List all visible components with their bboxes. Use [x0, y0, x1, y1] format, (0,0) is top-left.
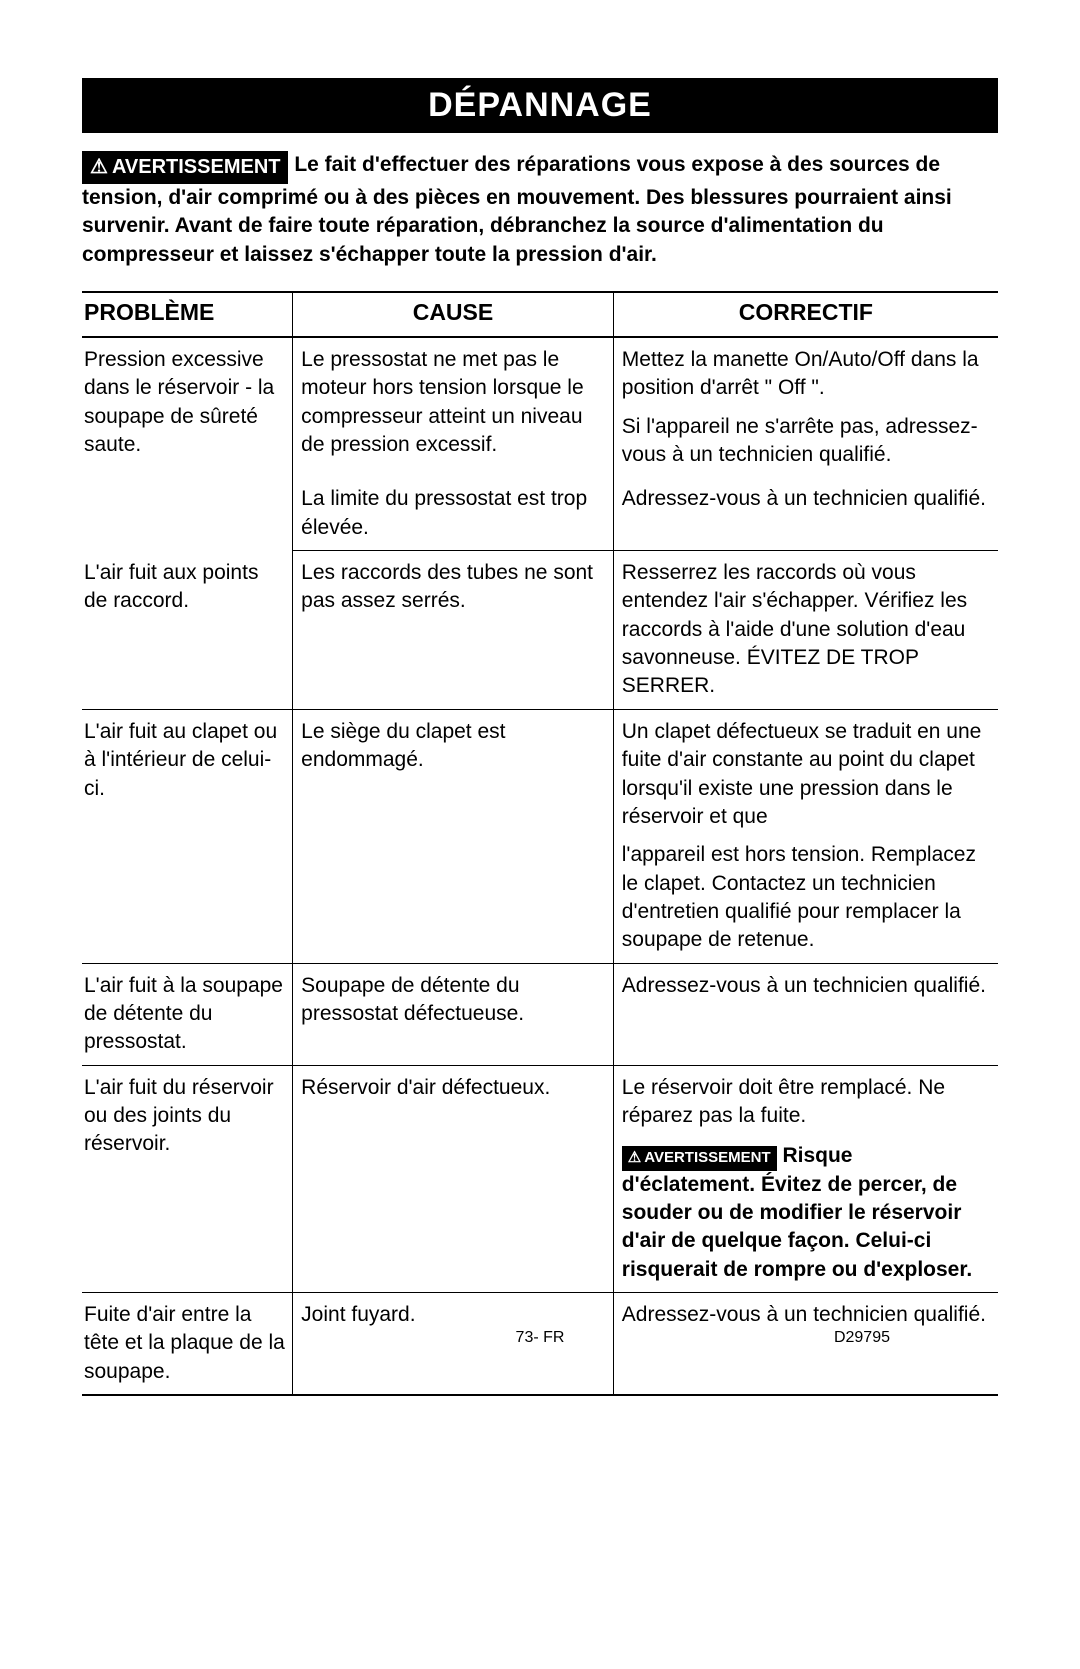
cell-cause: Les raccords des tubes ne sont pas assez… [293, 551, 614, 710]
cell-correctif: Un clapet défectueux se traduit en une f… [613, 709, 998, 963]
correctif-para: l'appareil est hors tension. Remplacez l… [622, 841, 988, 954]
table-row: L'air fuit aux points de raccord. Les ra… [82, 551, 998, 710]
main-warning-block: AVERTISSEMENT Le fait d'effectuer des ré… [82, 151, 998, 269]
cell-problem: Fuite d'air entre la tête et la plaque d… [82, 1293, 293, 1396]
correctif-para: Le réservoir doit être remplacé. Ne répa… [622, 1074, 988, 1131]
cell-correctif: Adressez-vous à un technicien qualifié. [613, 963, 998, 1065]
cell-correctif: Mettez la manette On/Auto/Off dans la po… [613, 337, 998, 477]
correctif-para: Un clapet défectueux se traduit en une f… [622, 718, 988, 831]
cell-cause: Joint fuyard. [293, 1293, 614, 1396]
header-correctif: CORRECTIF [613, 292, 998, 337]
cell-correctif: Adressez-vous à un technicien qualifié. [613, 477, 998, 550]
correctif-warning: AVERTISSEMENT Risque d'éclatement. Évite… [622, 1142, 988, 1284]
cell-cause: Soupape de détente du pressostat défectu… [293, 963, 614, 1065]
cell-problem: L'air fuit au clapet ou à l'intérieur de… [82, 709, 293, 963]
cell-cause: La limite du pressostat est trop élevée. [293, 477, 614, 550]
correctif-para: Si l'appareil ne s'arrête pas, adressez-… [622, 413, 988, 470]
table-row: L'air fuit à la soupape de détente du pr… [82, 963, 998, 1065]
cell-correctif: Le réservoir doit être remplacé. Ne répa… [613, 1065, 998, 1292]
table-row: L'air fuit au clapet ou à l'intérieur de… [82, 709, 998, 963]
table-row: L'air fuit du réservoir ou des joints du… [82, 1065, 998, 1292]
header-problem: PROBLÈME [82, 292, 293, 337]
cell-problem: L'air fuit du réservoir ou des joints du… [82, 1065, 293, 1292]
page-title-bar: DÉPANNAGE [82, 78, 998, 133]
cell-problem: L'air fuit aux points de raccord. [82, 551, 293, 710]
warning-badge-label: AVERTISSEMENT [644, 1149, 770, 1166]
warning-badge-icon: AVERTISSEMENT [622, 1146, 777, 1170]
table-header-row: PROBLÈME CAUSE CORRECTIF [82, 292, 998, 337]
footer-page-number: 73- FR [516, 1329, 565, 1347]
cell-problem: L'air fuit à la soupape de détente du pr… [82, 963, 293, 1065]
header-cause: CAUSE [293, 292, 614, 337]
cell-problem: Pression excessive dans le réservoir - l… [82, 337, 293, 551]
cell-correctif: Resserrez les raccords où vous entendez … [613, 551, 998, 710]
warning-badge-icon: AVERTISSEMENT [82, 151, 288, 184]
cell-cause: Le pressostat ne met pas le moteur hors … [293, 337, 614, 477]
cell-cause: Le siège du clapet est endommagé. [293, 709, 614, 963]
table-row: Pression excessive dans le réservoir - l… [82, 337, 998, 477]
footer-doc-id: D29795 [834, 1329, 890, 1347]
warning-badge-label: AVERTISSEMENT [112, 156, 281, 178]
page-title: DÉPANNAGE [428, 86, 652, 124]
correctif-para: Mettez la manette On/Auto/Off dans la po… [622, 346, 988, 403]
troubleshooting-table: PROBLÈME CAUSE CORRECTIF Pression excess… [82, 291, 998, 1396]
cell-cause: Réservoir d'air défectueux. [293, 1065, 614, 1292]
cell-correctif: Adressez-vous à un technicien qualifié. [613, 1293, 998, 1396]
